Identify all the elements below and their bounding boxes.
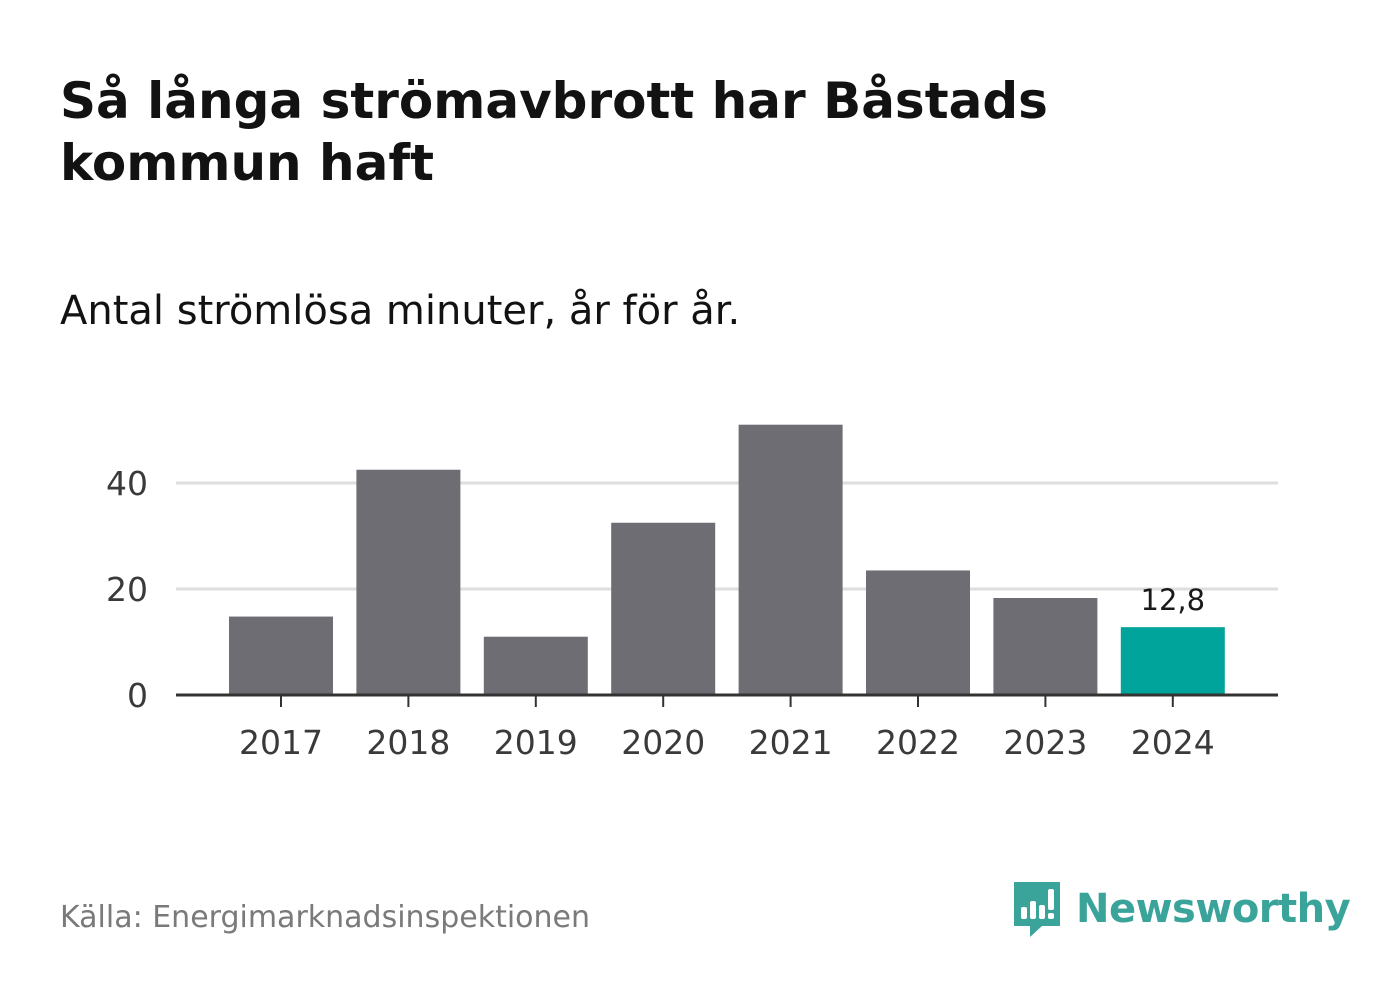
chart-title: Så långa strömavbrott har Båstads kommun…: [60, 72, 1048, 192]
x-tick-label: 2019: [494, 723, 578, 762]
bar-2023: [993, 598, 1098, 695]
labels: 0 20 40 2017 2018 2019 2020 2021 2022 2023 2024 12,…: [106, 464, 1215, 762]
bar-2024: [1120, 627, 1225, 695]
x-tick-label: 2020: [621, 723, 705, 762]
grid-lines: [176, 481, 1278, 591]
data-label: 12,8: [1141, 583, 1206, 617]
x-tick-label: 2021: [749, 723, 833, 762]
bar-2020: [611, 522, 716, 695]
x-tick-label: 2017: [239, 723, 323, 762]
chart-subtitle: Antal strömlösa minuter, år för år.: [60, 288, 741, 334]
x-tick-label: 2023: [1003, 723, 1087, 762]
y-tick-label: 0: [127, 676, 148, 715]
axes: [176, 693, 1278, 707]
brand-name: Newsworthy: [1076, 886, 1351, 932]
bar-2021: [738, 424, 843, 695]
bar-2018: [356, 469, 461, 695]
bar-2019: [483, 636, 588, 695]
bar-2022: [866, 570, 970, 695]
x-tick-label: 2024: [1131, 723, 1215, 762]
y-tick-label: 40: [106, 464, 148, 503]
bar-2017: [229, 616, 333, 695]
y-tick-label: 20: [106, 570, 148, 609]
bars: [229, 424, 1225, 695]
newsworthy-logo-icon: [1014, 882, 1060, 937]
source-note: Källa: Energimarknadsinspektionen: [60, 900, 591, 935]
x-tick-label: 2022: [876, 723, 960, 762]
x-tick-label: 2018: [366, 723, 450, 762]
brand-logo[interactable]: Newsworthy: [1012, 880, 1351, 938]
